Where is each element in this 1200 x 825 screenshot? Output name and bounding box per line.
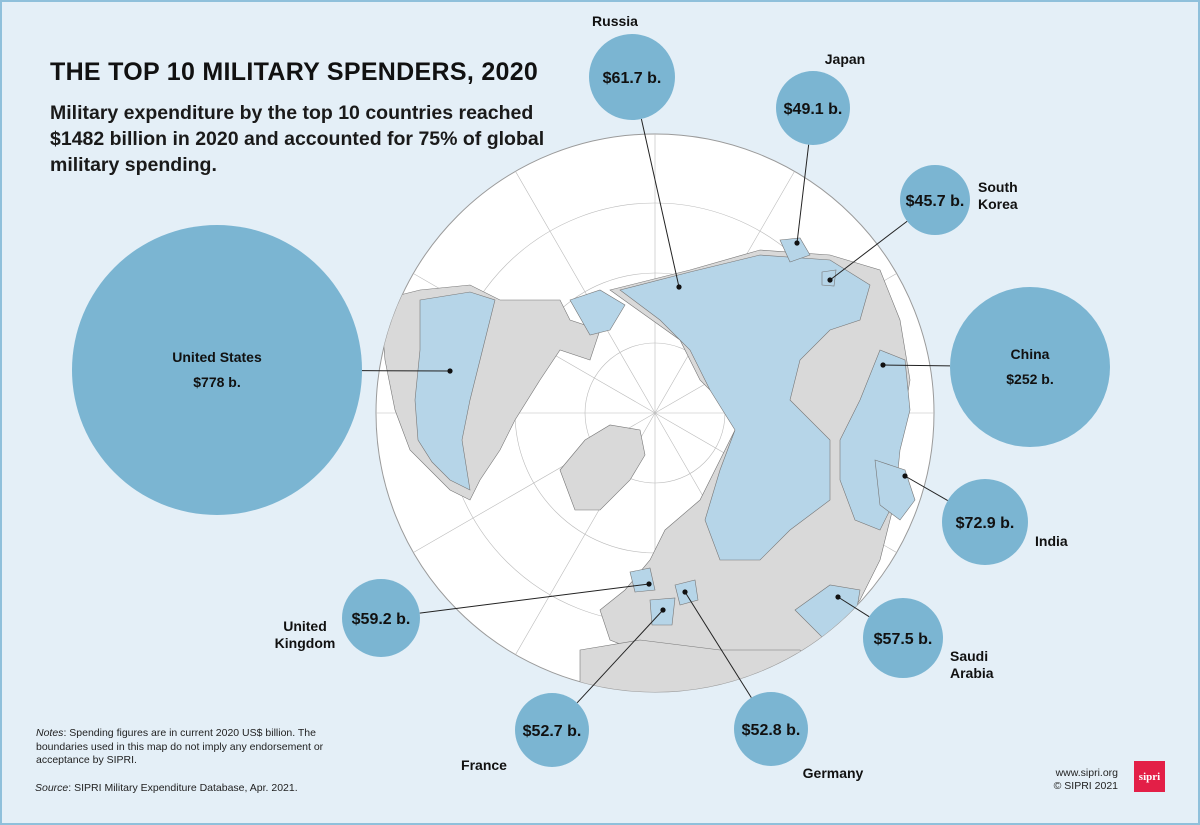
- location-dot-germany: [682, 589, 688, 595]
- landmasses: [376, 134, 934, 692]
- notes: Notes: Spending figures are in current 2…: [36, 727, 326, 768]
- country-value: $57.5 b.: [874, 631, 933, 648]
- country-value: $72.9 b.: [956, 515, 1015, 532]
- country-name: Germany: [803, 765, 864, 781]
- country-name: South: [978, 179, 1018, 195]
- bubble-circle: [863, 598, 943, 678]
- leader-line-india: [904, 475, 948, 501]
- location-dot-russia: [676, 284, 682, 290]
- bubble-circle: [900, 165, 970, 235]
- notes-label: Notes: [36, 727, 64, 739]
- leader-lines: [361, 118, 951, 704]
- country-name: France: [461, 757, 507, 773]
- location-dot-japan: [794, 240, 800, 246]
- location-dot-china: [880, 362, 886, 368]
- website-link[interactable]: www.sipri.org: [1055, 767, 1118, 779]
- bubble-circle: [342, 579, 420, 657]
- country-name: Russia: [592, 13, 638, 29]
- country-name: Japan: [825, 51, 865, 67]
- leader-line-france: [576, 609, 664, 704]
- location-dot-south-korea: [827, 277, 833, 283]
- country-name: United: [283, 618, 327, 634]
- leader-line-saudi-arabia: [837, 596, 870, 618]
- bubble-japan: $49.1 b. Japan: [776, 51, 865, 145]
- copyright: © SIPRI 2021: [1053, 780, 1118, 792]
- country-value: $778 b.: [193, 374, 240, 390]
- leader-line-germany: [684, 591, 752, 698]
- land-alaska: [569, 289, 626, 336]
- bubble-germany: $52.8 b. Germany: [734, 692, 864, 781]
- country-name: Kingdom: [275, 635, 336, 651]
- bubble-circle: [734, 692, 808, 766]
- page-title: THE TOP 10 MILITARY SPENDERS, 2020: [50, 58, 539, 86]
- land-russia: [619, 254, 871, 561]
- leader-line-united-kingdom: [419, 583, 650, 614]
- notes-text: : Spending figures are in current 2020 U…: [36, 727, 324, 766]
- country-value: $49.1 b.: [784, 101, 843, 118]
- country-value: $52.7 b.: [523, 723, 582, 740]
- leader-line-south-korea: [829, 220, 908, 281]
- country-value: $59.2 b.: [352, 611, 411, 628]
- sipri-logo: sipri: [1134, 761, 1165, 792]
- bubble-circle: [72, 225, 362, 515]
- bubble-circle: [942, 479, 1028, 565]
- location-dot-france: [660, 607, 666, 613]
- location-dot-saudi-arabia: [835, 594, 841, 600]
- bubble-france: $52.7 b. France: [461, 693, 589, 773]
- subtitle: Military expenditure by the top 10 count…: [50, 102, 545, 176]
- land-greenland: [559, 424, 646, 511]
- country-name: Arabia: [950, 665, 994, 681]
- location-dot-united-kingdom: [646, 581, 652, 587]
- country-value: $252 b.: [1006, 371, 1053, 387]
- bubble-india: $72.9 b. India: [942, 479, 1068, 565]
- location-dot-india: [902, 473, 908, 479]
- country-name: India: [1035, 533, 1068, 549]
- country-name: Saudi: [950, 648, 988, 664]
- country-value: $45.7 b.: [906, 193, 965, 210]
- bubble-china: China $252 b.: [950, 287, 1110, 447]
- country-value: $61.7 b.: [603, 70, 662, 87]
- credits: www.sipri.org © SIPRI 2021: [1050, 767, 1118, 793]
- bubbles: United States $778 b. China $252 b. $72.9 b.…: [72, 13, 1110, 781]
- country-value: $52.8 b.: [742, 722, 801, 739]
- country-name: United States: [172, 349, 262, 365]
- bubble-circle: [950, 287, 1110, 447]
- source: Source: SIPRI Military Expenditure Datab…: [35, 782, 298, 794]
- source-text: : SIPRI Military Expenditure Database, A…: [68, 782, 298, 794]
- country-name: China: [1011, 346, 1050, 362]
- bubble-russia: $61.7 b. Russia: [589, 13, 675, 120]
- bubble-united states: United States $778 b.: [72, 225, 362, 515]
- leader-line-russia: [640, 118, 680, 288]
- land-united-states: [414, 291, 496, 491]
- leader-line-china: [882, 364, 951, 367]
- source-label: Source: [35, 782, 69, 794]
- country-name: Korea: [978, 196, 1018, 212]
- bubble-circle: [589, 34, 675, 120]
- land-japan: [779, 237, 811, 263]
- leader-line-japan: [796, 144, 810, 244]
- bubble-circle: [515, 693, 589, 767]
- bubble-circle: [776, 71, 850, 145]
- location-dot-united states: [447, 368, 453, 374]
